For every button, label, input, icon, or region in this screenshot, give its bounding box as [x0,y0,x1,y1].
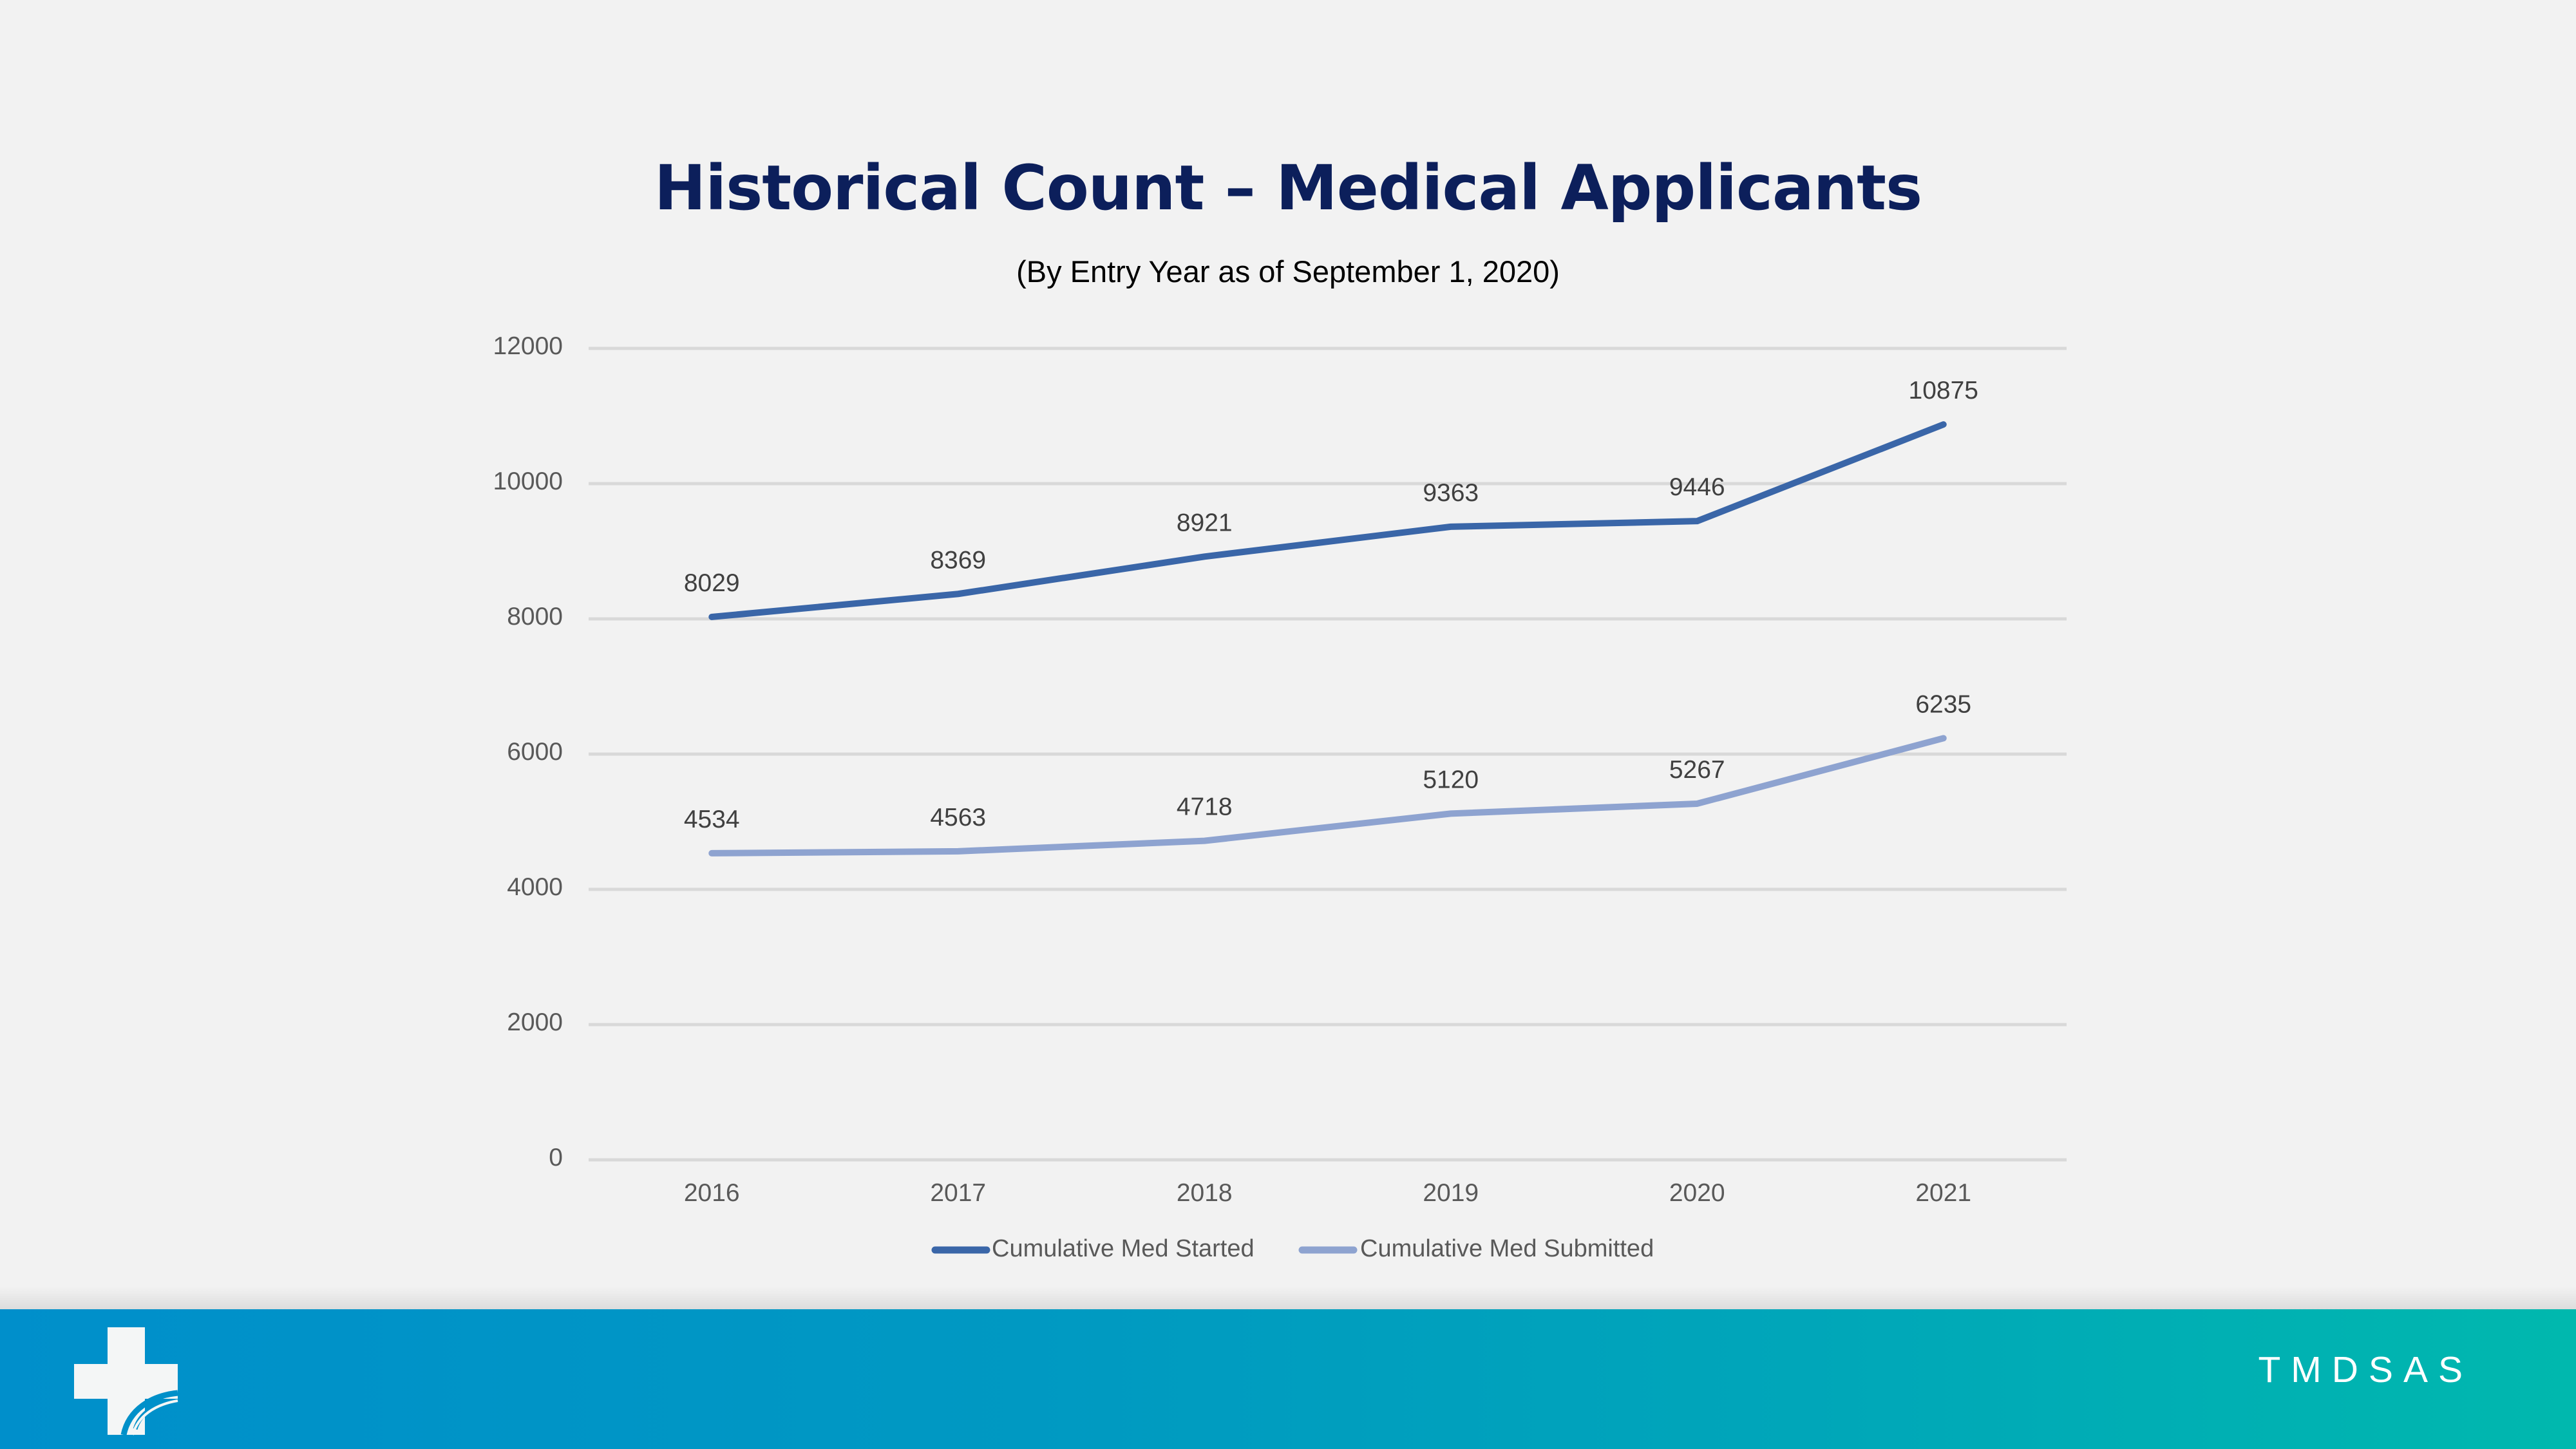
data-label: 5120 [1423,766,1479,793]
series-line-med-started [708,421,1947,620]
brand-name: TMDSAS [2258,1349,2473,1390]
chart-title: Historical Count – Medical Applicants [654,152,1922,224]
data-labels: 8029 8369 8921 9363 9446 10875 4534 4563 4718 512… [684,377,1978,833]
legend-label: Cumulative Med Started [992,1235,1255,1262]
footer-bar: TMDSAS [0,1309,2576,1449]
y-axis-ticks: 0 2000 4000 6000 8000 10000 12000 [493,332,563,1171]
data-label: 8369 [930,546,986,574]
line-chart: 0 2000 4000 6000 8000 10000 12000 2016 2017 2018… [493,332,2067,1262]
y-tick-label: 6000 [507,738,563,766]
y-tick-label: 10000 [493,468,563,495]
x-tick-label: 2017 [930,1179,986,1207]
x-tick-label: 2016 [684,1179,740,1207]
data-label: 5267 [1669,756,1725,784]
series-lines [708,421,1947,857]
y-tick-label: 0 [549,1144,563,1171]
medical-cross-logo-icon [74,1327,178,1436]
y-tick-label: 4000 [507,873,563,901]
data-label: 9363 [1423,479,1479,507]
data-label: 4563 [930,804,986,831]
y-tick-label: 8000 [507,603,563,630]
y-tick-label: 12000 [493,332,563,360]
chart-subtitle: (By Entry Year as of September 1, 2020) [1016,254,1560,289]
footer-shadow [0,1287,2576,1309]
data-label: 4718 [1177,793,1233,821]
x-tick-label: 2021 [1915,1179,1971,1207]
x-tick-label: 2019 [1423,1179,1479,1207]
legend-label: Cumulative Med Submitted [1360,1235,1654,1262]
data-label: 10875 [1909,377,1978,404]
y-tick-label: 2000 [507,1009,563,1036]
gridlines [589,346,2067,1162]
data-label: 8921 [1177,509,1233,536]
data-label: 6235 [1915,690,1971,718]
x-tick-label: 2018 [1177,1179,1233,1207]
x-tick-label: 2020 [1669,1179,1725,1207]
data-label: 8029 [684,569,740,597]
x-axis-ticks: 2016 2017 2018 2019 2020 2021 [684,1179,1971,1207]
data-label: 9446 [1669,473,1725,501]
legend: Cumulative Med Started Cumulative Med Sub… [931,1235,1654,1262]
series-line-med-submitted [708,735,1947,857]
data-label: 4534 [684,806,740,833]
